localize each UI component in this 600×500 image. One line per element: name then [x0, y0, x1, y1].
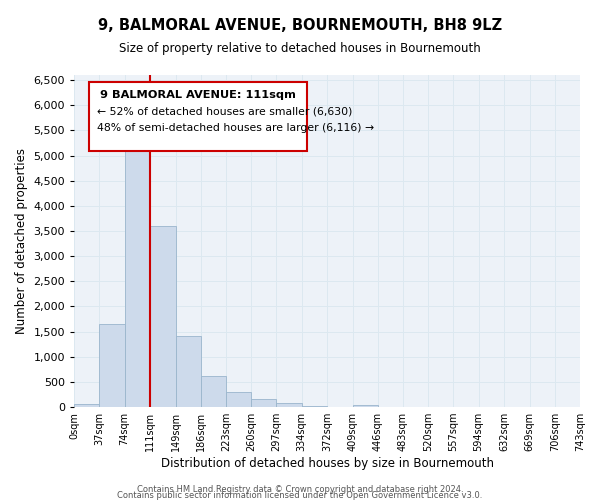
- Bar: [176, 336, 201, 407]
- Text: 48% of semi-detached houses are larger (6,116) →: 48% of semi-detached houses are larger (…: [97, 123, 374, 133]
- Bar: [251, 400, 277, 407]
- Bar: [277, 403, 302, 407]
- Bar: [302, 406, 328, 407]
- Bar: [226, 392, 251, 407]
- Bar: [150, 226, 176, 407]
- Bar: [100, 324, 125, 407]
- Text: Size of property relative to detached houses in Bournemouth: Size of property relative to detached ho…: [119, 42, 481, 55]
- Bar: [201, 376, 226, 407]
- FancyBboxPatch shape: [89, 82, 307, 152]
- Bar: [328, 406, 353, 407]
- Bar: [74, 404, 100, 407]
- Text: 9 BALMORAL AVENUE: 111sqm: 9 BALMORAL AVENUE: 111sqm: [100, 90, 296, 100]
- Bar: [125, 152, 150, 407]
- Y-axis label: Number of detached properties: Number of detached properties: [15, 148, 28, 334]
- X-axis label: Distribution of detached houses by size in Bournemouth: Distribution of detached houses by size …: [161, 457, 494, 470]
- Text: Contains public sector information licensed under the Open Government Licence v3: Contains public sector information licen…: [118, 491, 482, 500]
- Text: ← 52% of detached houses are smaller (6,630): ← 52% of detached houses are smaller (6,…: [97, 106, 352, 117]
- Text: 9, BALMORAL AVENUE, BOURNEMOUTH, BH8 9LZ: 9, BALMORAL AVENUE, BOURNEMOUTH, BH8 9LZ: [98, 18, 502, 32]
- Text: Contains HM Land Registry data © Crown copyright and database right 2024.: Contains HM Land Registry data © Crown c…: [137, 485, 463, 494]
- Bar: [353, 404, 378, 407]
